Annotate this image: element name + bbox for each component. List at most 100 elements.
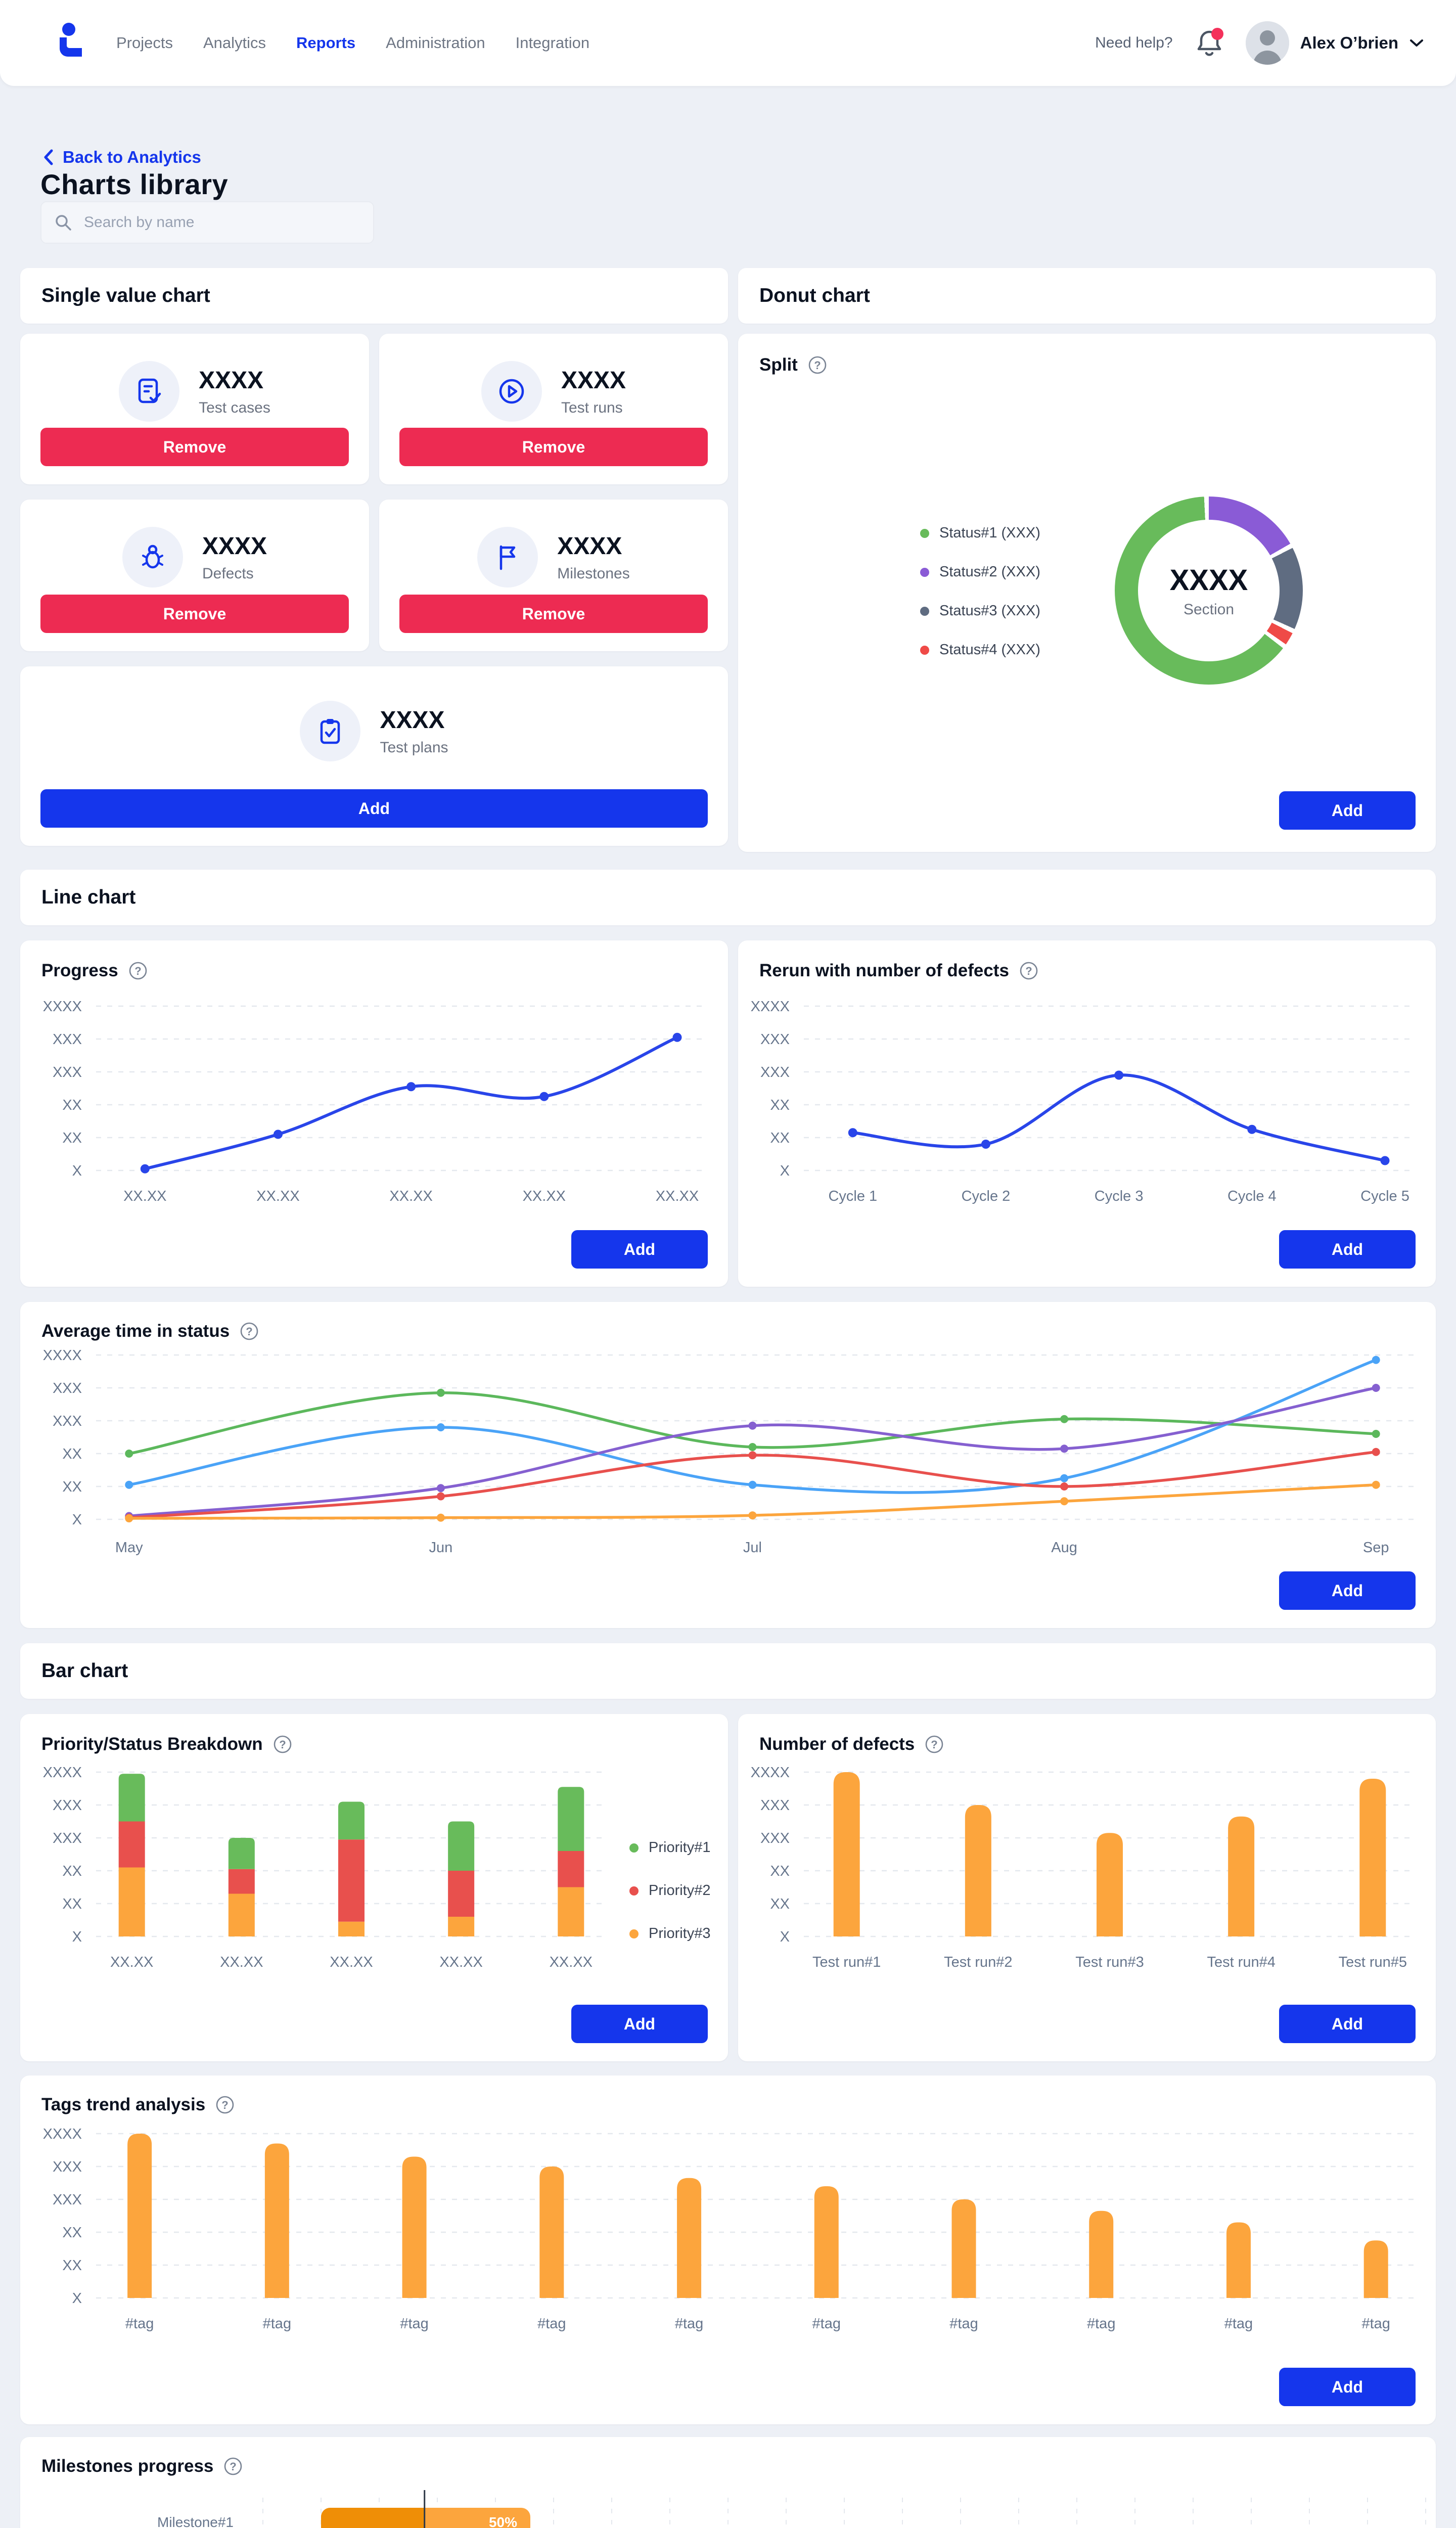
svg-text:Test run#5: Test run#5 — [1339, 1954, 1407, 1970]
top-nav: Projects Analytics Reports Administratio… — [0, 0, 1456, 86]
need-help-link[interactable]: Need help? — [1095, 34, 1173, 51]
help-icon[interactable]: ? — [128, 961, 148, 980]
user-name: Alex O’brien — [1300, 33, 1398, 52]
svg-text:XXX: XXX — [53, 2192, 82, 2208]
milestones-gantt-chart: Milestone#150%Milestone#215%Milestone#30… — [157, 2490, 1426, 2528]
svg-text:XXX: XXX — [53, 1830, 82, 1846]
svg-text:XXX: XXX — [760, 1830, 790, 1846]
svg-text:XX.XX: XX.XX — [110, 1954, 153, 1970]
svg-text:XX: XX — [770, 1130, 790, 1146]
test-cases-value: XXXX — [199, 367, 264, 394]
svg-text:XX: XX — [62, 2258, 82, 2274]
rerun-chart-title: Rerun with number of defects ? — [759, 961, 1038, 981]
donut-center: XXXX Section — [1169, 563, 1248, 618]
help-icon[interactable]: ? — [808, 355, 827, 375]
help-icon[interactable]: ? — [223, 2457, 243, 2476]
add-rerun-chart-button[interactable]: Add — [1279, 1230, 1416, 1269]
user-menu[interactable]: Alex O’brien — [1245, 21, 1424, 65]
card-milestones: XXXX Milestones Remove — [379, 500, 728, 651]
svg-text:#tag: #tag — [812, 2316, 841, 2332]
help-icon[interactable]: ? — [1019, 961, 1038, 980]
section-donut-chart: Donut chart — [738, 268, 1436, 324]
svg-text:Jun: Jun — [429, 1540, 452, 1556]
donut-hole — [1138, 520, 1280, 661]
add-donut-chart-button[interactable]: Add — [1279, 791, 1416, 830]
add-tags-chart-button[interactable]: Add — [1279, 2368, 1416, 2406]
svg-text:X: X — [780, 1163, 790, 1179]
legend-item: Status#3 (XXX) — [920, 603, 1040, 619]
svg-text:Test run#1: Test run#1 — [812, 1954, 881, 1970]
svg-text:XXX: XXX — [760, 1064, 790, 1080]
milestones-value: XXXX — [557, 532, 622, 560]
card-priority-breakdown-chart: Priority/Status Breakdown ? X XX XX XXX XXX X… — [20, 1714, 728, 2061]
svg-text:XXXX: XXXX — [43, 999, 82, 1015]
svg-text:Cycle 1: Cycle 1 — [828, 1188, 877, 1204]
help-icon[interactable]: ? — [273, 1735, 292, 1754]
add-test-plans-button[interactable]: Add — [40, 789, 708, 828]
svg-text:#tag: #tag — [1361, 2316, 1390, 2332]
card-test-plans: XXXX Test plans Add — [20, 666, 728, 846]
svg-text:XX.XX: XX.XX — [439, 1954, 482, 1970]
svg-text:#tag: #tag — [537, 2316, 566, 2332]
svg-text:XX: XX — [62, 1446, 82, 1462]
svg-text:?: ? — [246, 1325, 252, 1338]
remove-test-cases-button[interactable]: Remove — [40, 428, 349, 466]
svg-text:XX: XX — [770, 1896, 790, 1912]
page-title: Charts library — [40, 168, 229, 200]
svg-text:XXX: XXX — [53, 1380, 82, 1396]
svg-text:XXX: XXX — [760, 1797, 790, 1814]
search-input[interactable] — [83, 213, 360, 232]
priority-legend: Priority#1 Priority#2 Priority#3 — [629, 1839, 711, 1942]
svg-text:XX: XX — [62, 1130, 82, 1146]
search-icon — [56, 215, 71, 231]
section-single-value-chart: Single value chart — [20, 268, 728, 324]
svg-text:XX: XX — [770, 1863, 790, 1879]
svg-text:XX.XX: XX.XX — [389, 1188, 432, 1204]
remove-test-runs-button[interactable]: Remove — [399, 428, 708, 466]
back-to-analytics-link[interactable]: Back to Analytics — [43, 148, 201, 167]
help-icon[interactable]: ? — [240, 1322, 259, 1341]
svg-text:XXX: XXX — [53, 1797, 82, 1814]
svg-text:XXXX: XXXX — [43, 2126, 82, 2142]
svg-text:#tag: #tag — [1087, 2316, 1115, 2332]
help-icon[interactable]: ? — [925, 1735, 944, 1754]
svg-text:#tag: #tag — [125, 2316, 154, 2332]
card-defects: XXXX Defects Remove — [20, 500, 369, 651]
svg-text:X: X — [72, 2290, 82, 2307]
nav-projects[interactable]: Projects — [116, 34, 173, 52]
svg-text:May: May — [115, 1540, 143, 1556]
add-avg-status-chart-button[interactable]: Add — [1279, 1571, 1416, 1610]
donut-legend: Status#1 (XXX) Status#2 (XXX) Status#3 (… — [920, 525, 1040, 658]
milestones-summary: XXXX Milestones — [379, 527, 728, 588]
app-logo-icon[interactable] — [49, 20, 93, 65]
svg-text:XXX: XXX — [53, 1064, 82, 1080]
nav-integration[interactable]: Integration — [515, 34, 590, 52]
help-icon[interactable]: ? — [215, 2095, 235, 2114]
add-progress-chart-button[interactable]: Add — [571, 1230, 708, 1269]
nav-administration[interactable]: Administration — [386, 34, 485, 52]
svg-text:XXX: XXX — [53, 1413, 82, 1429]
svg-text:XX.XX: XX.XX — [220, 1954, 263, 1970]
notifications-bell-icon[interactable] — [1196, 28, 1223, 57]
avg-status-chart-title: Average time in status ? — [41, 1321, 259, 1341]
legend-item: Status#1 (XXX) — [920, 525, 1040, 541]
svg-text:XX: XX — [62, 1863, 82, 1879]
svg-text:XXXX: XXXX — [43, 1765, 82, 1781]
nav-reports[interactable]: Reports — [296, 34, 356, 52]
svg-text:Cycle 5: Cycle 5 — [1360, 1188, 1409, 1204]
svg-text:XX.XX: XX.XX — [256, 1188, 299, 1204]
add-priority-chart-button[interactable]: Add — [571, 2005, 708, 2043]
test-cases-icon — [119, 361, 180, 422]
svg-text:X: X — [72, 1929, 82, 1945]
section-line-chart: Line chart — [20, 870, 1436, 925]
test-plans-label: Test plans — [380, 739, 448, 756]
nav-analytics[interactable]: Analytics — [203, 34, 266, 52]
card-defects-count-chart: Number of defects ? X XX XX XXX XXX XXXX Test … — [738, 1714, 1436, 2061]
remove-defects-button[interactable]: Remove — [40, 595, 349, 633]
remove-milestones-button[interactable]: Remove — [399, 595, 708, 633]
svg-text:XX.XX: XX.XX — [656, 1188, 699, 1204]
card-milestones-progress: Milestones progress ? Milestone#150%Mile… — [20, 2437, 1436, 2528]
svg-text:X: X — [780, 1929, 790, 1945]
legend-item: Priority#1 — [629, 1839, 711, 1856]
add-defects-chart-button[interactable]: Add — [1279, 2005, 1416, 2043]
